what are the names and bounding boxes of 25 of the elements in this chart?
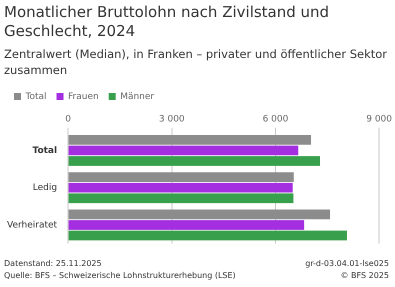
x-tick-label: 6 000	[262, 114, 289, 125]
chart-title: Monatlicher Bruttolohn nach Zivilstand und Geschlecht, 2024	[4, 3, 330, 41]
chart-subtitle: Zentralwert (Median), in Franken – privater und öffentlicher Sektor zusammen	[4, 46, 388, 78]
bar	[68, 146, 298, 156]
bar	[68, 193, 294, 204]
text: gr-d-03.04.01-lse025	[304, 258, 389, 270]
legend-label: Total	[24, 92, 47, 102]
x-tick-label: 0	[65, 114, 72, 125]
y-tick-label: Ledig	[32, 183, 58, 194]
bar	[68, 210, 330, 220]
bar	[68, 220, 304, 230]
y-tick-label: Verheiratet	[6, 220, 58, 230]
source-note: Quelle: BFS – Schweizerische Lohnstrukturerhebung (LSE)	[4, 270, 237, 282]
text: Datenstand: 25.11.2025	[4, 258, 103, 270]
bar	[68, 182, 293, 193]
bar	[68, 172, 294, 182]
text: © BFS 2025	[340, 270, 389, 282]
bar	[68, 230, 347, 240]
y-tick-label: Total	[32, 146, 58, 156]
legend-label: Männer	[120, 92, 154, 102]
bar	[68, 156, 320, 166]
x-tick-label: 3 000	[158, 114, 185, 125]
bar	[68, 135, 312, 145]
x-tick-label: 9 000	[366, 114, 392, 125]
legend-label: Frauen	[68, 92, 99, 102]
